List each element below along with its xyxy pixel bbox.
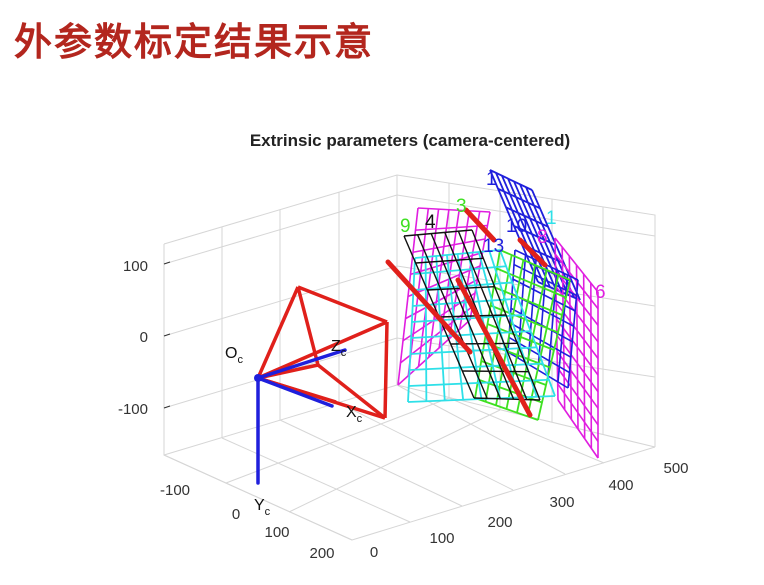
z-tick-label: 0 [370, 544, 378, 561]
edge-on-board [385, 259, 473, 355]
x-tick-label: 0 [232, 506, 240, 523]
edge-on-board [463, 207, 497, 243]
y-axis-label: Yc [254, 497, 271, 518]
board-label: 8 [537, 227, 548, 248]
z-tick-label: 300 [549, 494, 574, 511]
camera-axes [256, 348, 347, 485]
board-label: 10 [506, 216, 527, 237]
board-label: 9 [400, 216, 411, 237]
z-tick-label: 400 [608, 477, 633, 494]
board-label: 4 [425, 212, 436, 233]
board-label: 6 [595, 282, 606, 303]
camera-origin [254, 374, 262, 382]
y-tick-label: 0 [140, 329, 148, 346]
board-label: 1 [486, 169, 497, 190]
board-label: 1 [546, 208, 557, 229]
plot-title: Extrinsic parameters (camera-centered) [250, 131, 570, 150]
calibration-boards [385, 169, 599, 459]
x-tick-label: -100 [160, 482, 190, 499]
z-tick-label: 100 [429, 530, 454, 547]
origin-label: Oc [225, 345, 243, 366]
slide-title: 外参数标定结果示意 [14, 20, 375, 64]
board-label: 13 [483, 236, 504, 257]
z-axis-label: Zc [331, 338, 347, 359]
edge-on-board [455, 277, 533, 418]
z-tick-label: 500 [663, 460, 688, 477]
axis-ticks [163, 261, 171, 409]
x-tick-label: 100 [264, 524, 289, 541]
z-tick-label: 200 [487, 514, 512, 531]
y-tick-label: 100 [123, 258, 148, 275]
board-label: 3 [456, 196, 467, 217]
y-tick-label: -100 [118, 401, 148, 418]
x-axis-label: Xc [346, 404, 363, 425]
calibration-board [554, 237, 599, 459]
edge-on-board [517, 237, 548, 268]
calibration-board [403, 229, 541, 401]
x-tick-label: 200 [309, 545, 334, 562]
camera-frustum [256, 285, 389, 420]
